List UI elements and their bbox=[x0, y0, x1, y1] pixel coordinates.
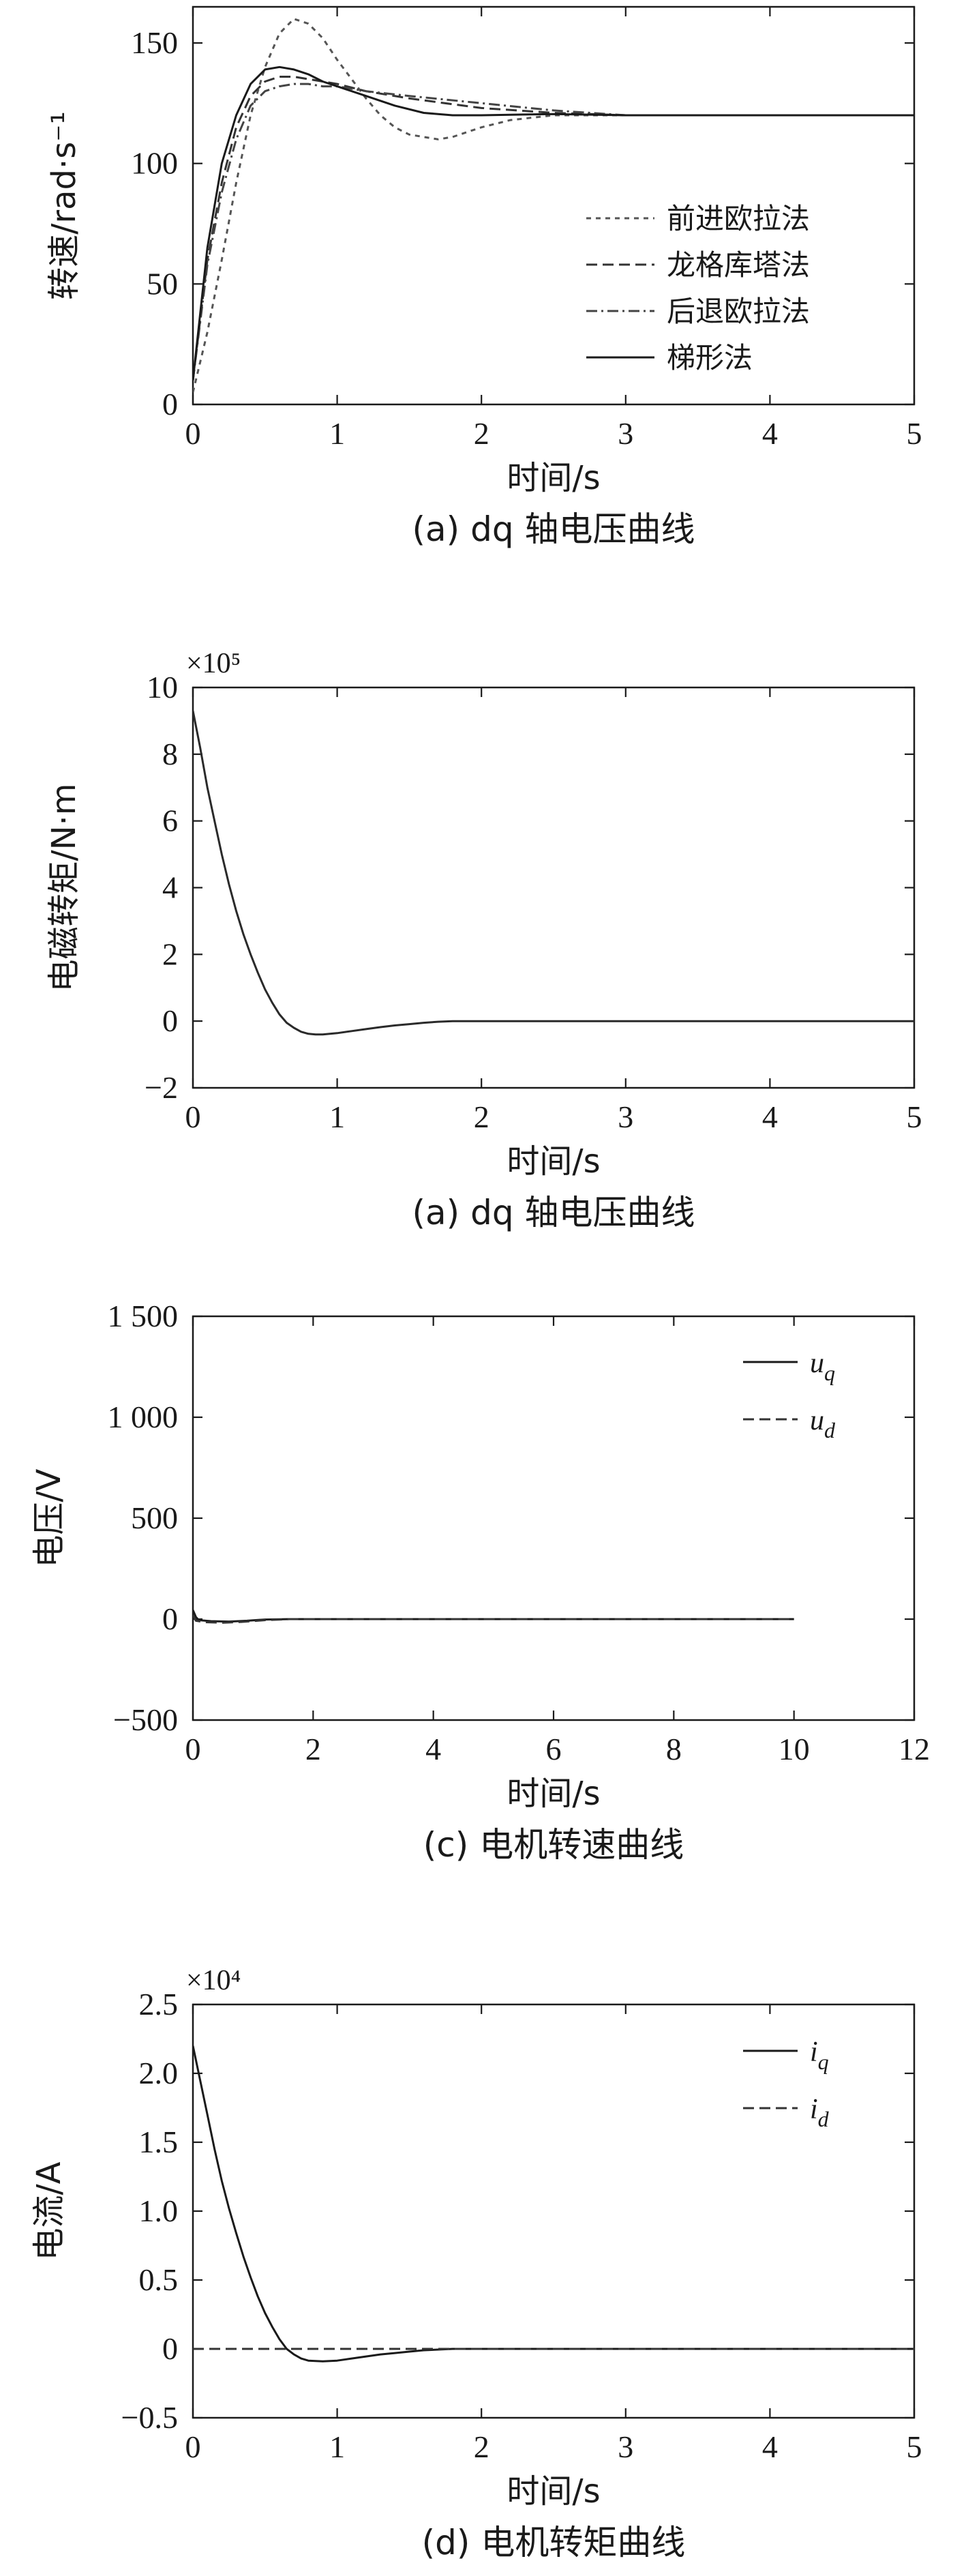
legend: uq ud bbox=[743, 1348, 836, 1442]
y-exponent-label: ×10⁵ bbox=[186, 648, 241, 679]
y-exponent-label: ×10⁴ bbox=[186, 1965, 241, 1996]
x-tick-label: 3 bbox=[618, 416, 633, 451]
legend-label: 龙格库塔法 bbox=[667, 248, 810, 282]
x-tick-label: 3 bbox=[618, 2429, 633, 2464]
x-axis-label: 时间/s bbox=[507, 1775, 600, 1813]
x-tick-label: 1 bbox=[329, 2429, 345, 2464]
y-tick-label: −500 bbox=[113, 1702, 178, 1737]
chart-panel-current: 0 1 2 3 4 5−0.500.51.01.52.02.5×10⁴电流/A时间/s(d… bbox=[30, 1965, 922, 2562]
series-line-1 bbox=[193, 76, 914, 381]
series-line-3 bbox=[193, 65, 914, 381]
plot-frame bbox=[192, 686, 916, 1089]
y-tick-label: 1.5 bbox=[139, 2125, 179, 2159]
figure-caption: (a) dq 轴电压曲线 bbox=[412, 1193, 695, 1232]
y-tick-label: 0 bbox=[162, 387, 178, 421]
y-tick-label: 0 bbox=[162, 2331, 178, 2366]
y-tick-label: 10 bbox=[147, 670, 178, 705]
legend: iq id bbox=[743, 2037, 830, 2131]
y-tick-label: 50 bbox=[147, 266, 178, 301]
x-tick-label: 2 bbox=[474, 2429, 489, 2464]
y-tick-label: 2.0 bbox=[139, 2056, 179, 2090]
y-axis-label: 电流/A bbox=[30, 2161, 68, 2260]
legend-label: iq bbox=[810, 2037, 829, 2074]
y-tick-label: 1 000 bbox=[108, 1400, 179, 1434]
y-tick-label: 100 bbox=[131, 146, 178, 181]
x-tick-label: 2 bbox=[305, 1732, 321, 1766]
y-tick-label: 0 bbox=[162, 1003, 178, 1038]
figure-caption: (c) 电机转速曲线 bbox=[423, 1825, 684, 1865]
legend-label: id bbox=[810, 2094, 830, 2131]
x-tick-label: 1 bbox=[329, 1099, 345, 1134]
y-tick-label: 2 bbox=[162, 936, 178, 971]
x-tick-label: 5 bbox=[907, 416, 922, 451]
y-tick-label: 150 bbox=[131, 25, 178, 60]
legend-label: 前进欧拉法 bbox=[667, 202, 810, 235]
x-tick-label: 1 bbox=[329, 416, 345, 451]
y-tick-label: 4 bbox=[162, 870, 178, 905]
y-tick-label: −2 bbox=[145, 1070, 178, 1105]
y-axis-label: 电压/V bbox=[30, 1468, 68, 1567]
y-tick-label: 500 bbox=[131, 1500, 178, 1535]
x-tick-label: 4 bbox=[762, 1099, 778, 1134]
series-line-1 bbox=[193, 1614, 794, 1624]
legend-label: ud bbox=[810, 1405, 836, 1442]
series-line-0 bbox=[193, 710, 914, 1036]
y-tick-label: 8 bbox=[162, 737, 178, 771]
x-tick-label: 4 bbox=[762, 2429, 778, 2464]
legend-label: 梯形法 bbox=[667, 341, 753, 374]
x-tick-label: 4 bbox=[425, 1732, 441, 1766]
x-tick-label: 2 bbox=[474, 1099, 489, 1134]
x-tick-label: 6 bbox=[546, 1732, 562, 1766]
x-axis-label: 时间/s bbox=[507, 2472, 600, 2511]
legend-label: uq bbox=[810, 1348, 835, 1385]
x-tick-label: 12 bbox=[899, 1732, 930, 1766]
series-line-0 bbox=[193, 18, 914, 393]
x-tick-label: 2 bbox=[474, 416, 489, 451]
plot-frame bbox=[192, 5, 916, 406]
x-tick-label: 0 bbox=[185, 1732, 201, 1766]
x-tick-label: 8 bbox=[666, 1732, 682, 1766]
y-tick-label: 0.5 bbox=[139, 2262, 179, 2297]
x-tick-label: 0 bbox=[185, 2429, 201, 2464]
x-tick-label: 4 bbox=[762, 416, 778, 451]
x-tick-label: 0 bbox=[185, 416, 201, 451]
y-tick-label: 1 500 bbox=[108, 1299, 179, 1333]
x-tick-label: 5 bbox=[907, 1099, 922, 1134]
figure-caption: (d) 电机转矩曲线 bbox=[422, 2523, 686, 2562]
x-tick-label: 10 bbox=[779, 1732, 810, 1766]
y-tick-label: 1.0 bbox=[139, 2193, 179, 2228]
x-tick-label: 0 bbox=[185, 1099, 201, 1134]
x-axis-label: 时间/s bbox=[507, 459, 600, 497]
x-axis-label: 时间/s bbox=[507, 1142, 600, 1181]
y-tick-label: 0 bbox=[162, 1601, 178, 1636]
y-axis-label: 电磁转矩/N·m bbox=[45, 783, 83, 992]
y-tick-label: 2.5 bbox=[139, 1987, 179, 2022]
legend-label: 后退欧拉法 bbox=[667, 295, 810, 328]
series-line-2 bbox=[193, 83, 914, 381]
figure-caption: (a) dq 轴电压曲线 bbox=[412, 509, 695, 549]
y-axis-label: 转速/rad·s⁻¹ bbox=[45, 111, 83, 300]
x-tick-label: 5 bbox=[907, 2429, 922, 2464]
plot-frame bbox=[192, 1315, 916, 1721]
x-tick-label: 3 bbox=[618, 1099, 633, 1134]
plot-frame bbox=[192, 2003, 916, 2419]
series-line-0 bbox=[193, 2045, 914, 2363]
y-tick-label: −0.5 bbox=[121, 2400, 178, 2435]
y-tick-label: 6 bbox=[162, 803, 178, 838]
